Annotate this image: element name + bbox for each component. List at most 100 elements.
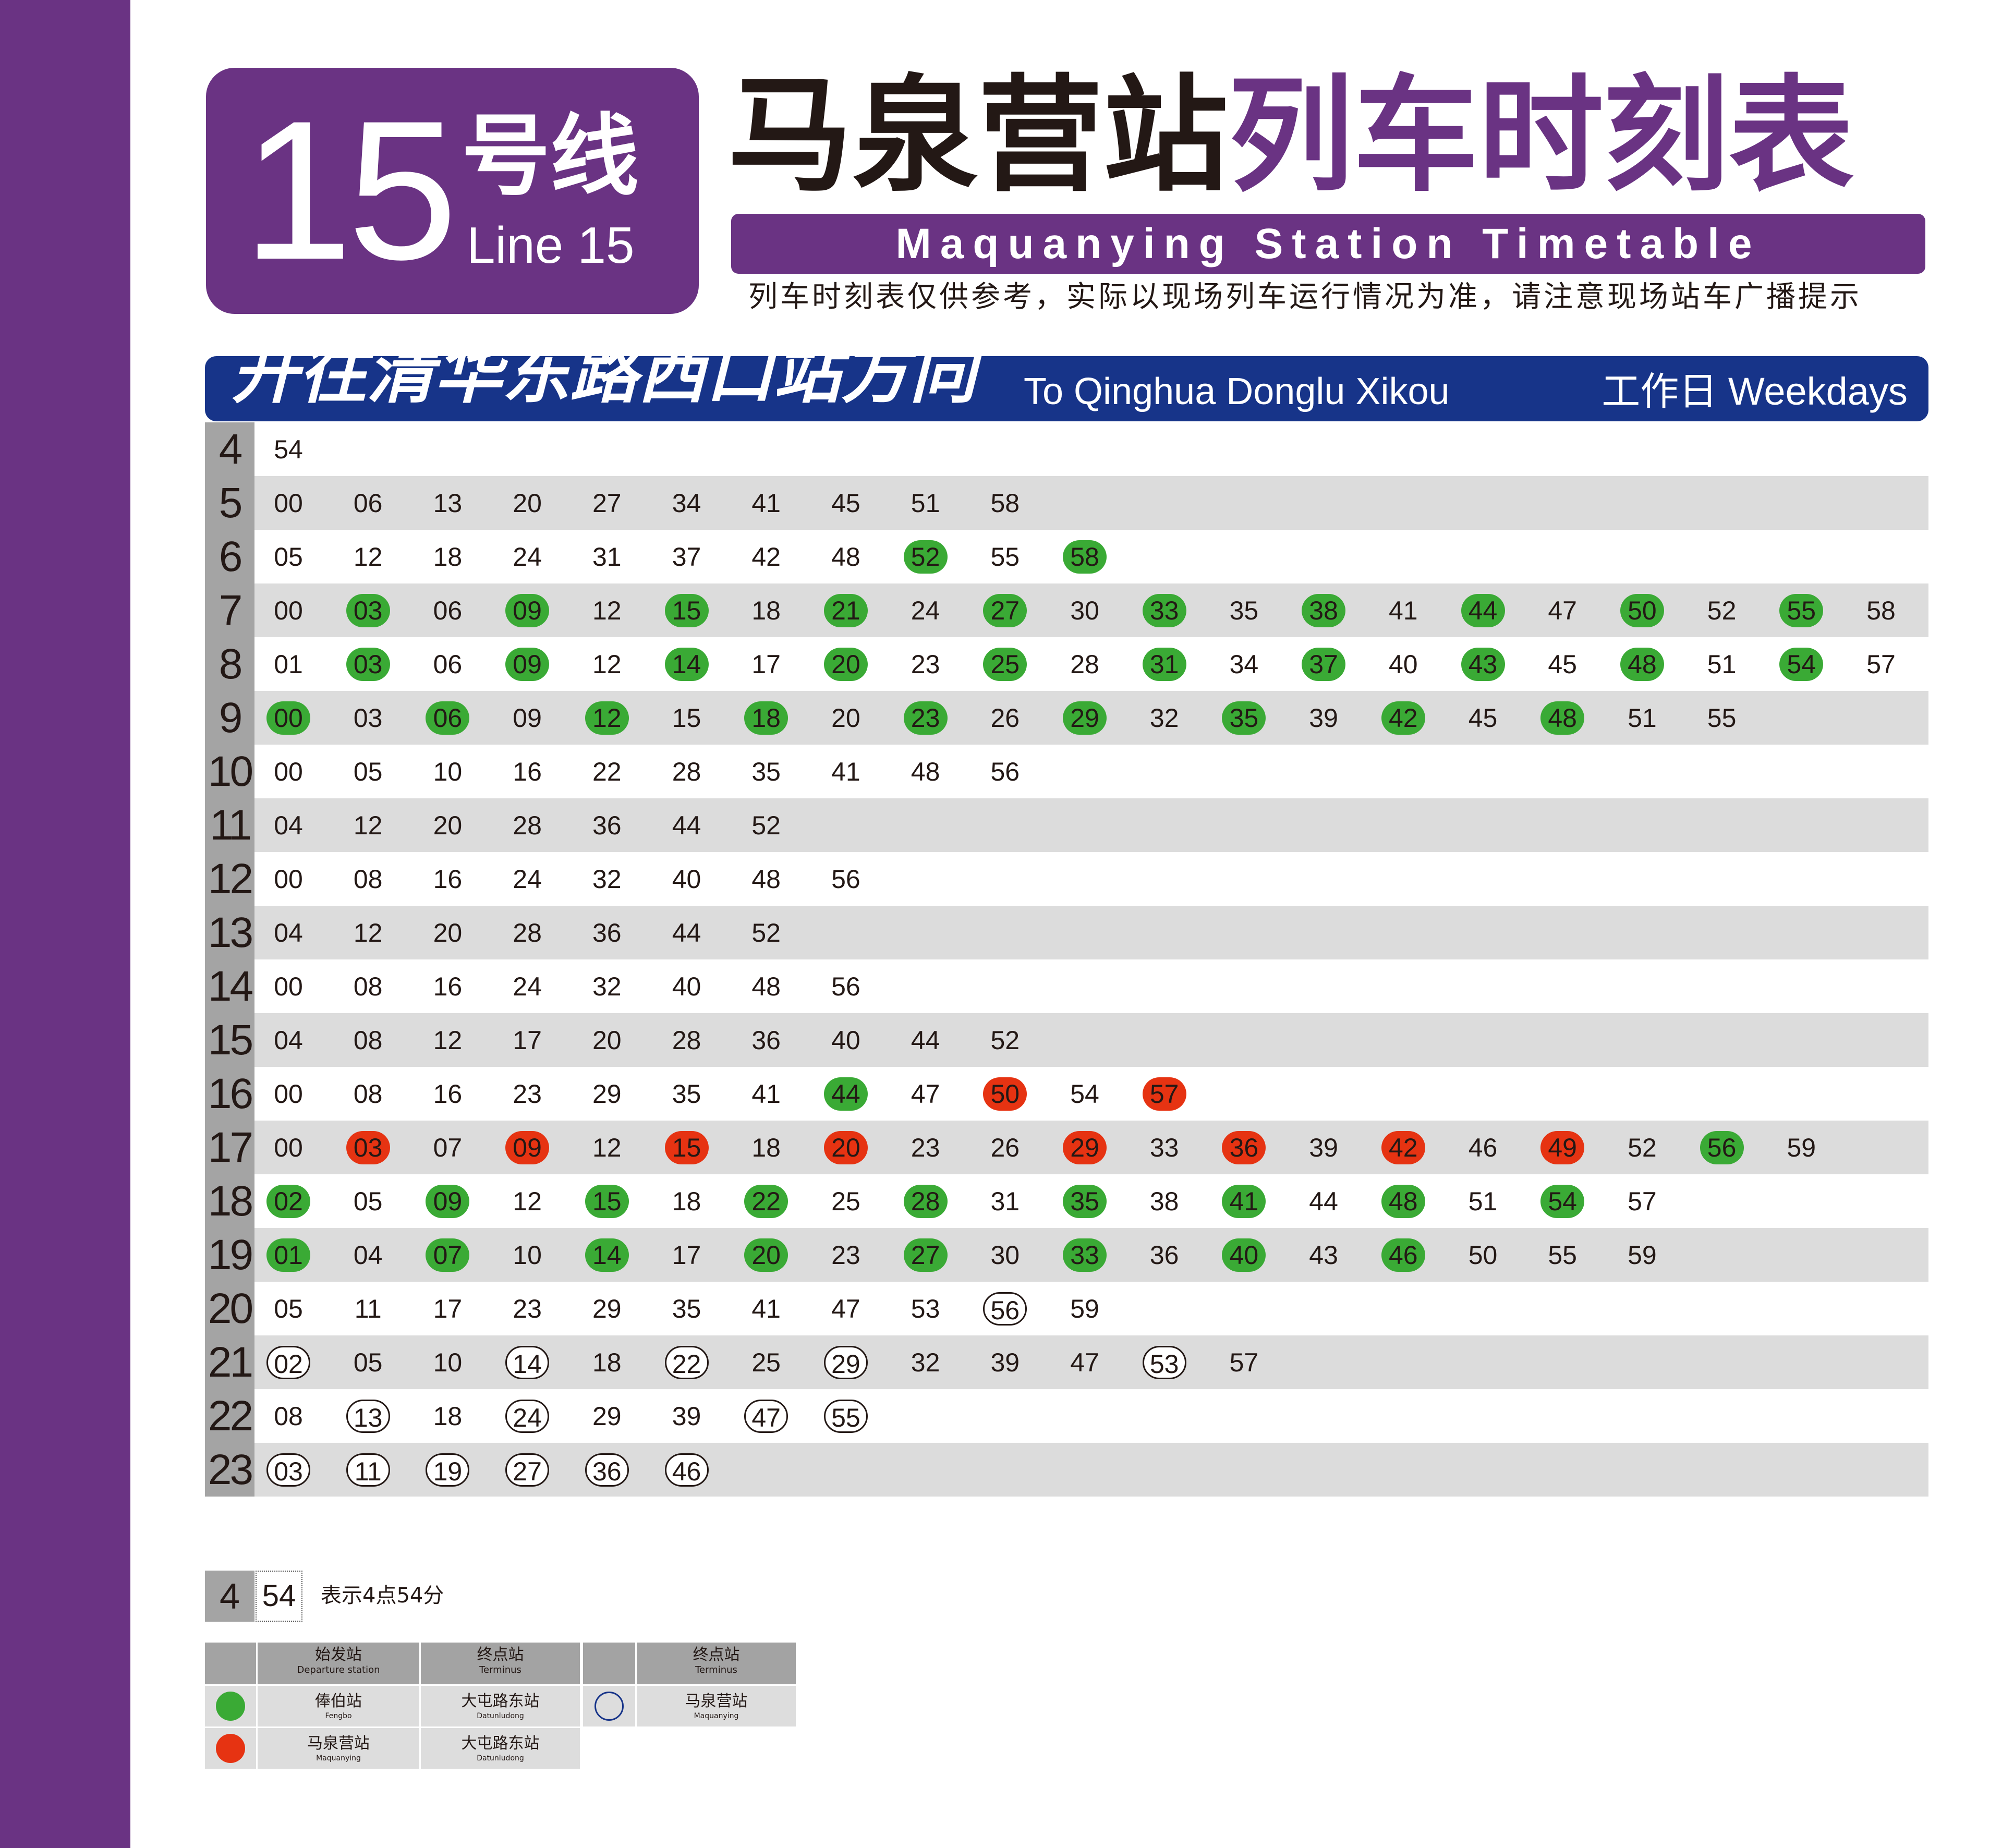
departure-minute: 29 xyxy=(1063,701,1107,735)
departure-minute: 22 xyxy=(664,1346,709,1379)
departure-minute: 44 xyxy=(672,918,701,947)
departure-minute: 57 xyxy=(1628,1187,1657,1216)
legend-circle-marker-cell xyxy=(583,1686,635,1727)
departure-minute: 12 xyxy=(592,1133,622,1162)
legend-circle-terminus: 马泉营站 Maquanying xyxy=(637,1686,796,1727)
hour-row: 18 02 05 09 12 15 18 22 25 28 31 35 38 41 44 48 51 54 57 xyxy=(205,1174,1928,1228)
departure-minute: 59 xyxy=(1628,1241,1657,1270)
departure-minute: 35 xyxy=(672,1294,701,1323)
departure-minute: 20 xyxy=(433,918,463,947)
direction-bar: 开往清华东路西口站方向 To Qinghua Donglu Xikou 工作日 … xyxy=(205,333,1928,421)
departure-minute: 03 xyxy=(353,703,383,733)
legend-circle-terminus-cn: 马泉营站 xyxy=(685,1692,748,1710)
departure-minute: 06 xyxy=(353,489,383,518)
departure-minute: 00 xyxy=(274,489,303,518)
departure-minute: 57 xyxy=(1866,650,1896,679)
hour-row: 16 00 08 16 23 29 35 41 44 47 50 54 57 xyxy=(205,1067,1928,1121)
departure-minute: 20 xyxy=(744,1238,788,1272)
departure-minute: 07 xyxy=(426,1238,470,1272)
departure-minute: 15 xyxy=(672,703,701,733)
departure-minute: 28 xyxy=(1070,650,1099,679)
departure-minute: 26 xyxy=(990,703,1020,733)
hour-row: 9 00 03 06 09 12 15 18 20 23 26 29 32 35 39 42 45 48 51 55 xyxy=(205,691,1928,745)
departure-minute: 46 xyxy=(1381,1238,1425,1272)
departure-minute: 02 xyxy=(266,1185,310,1218)
departure-minute: 18 xyxy=(744,701,788,735)
hour-label: 10 xyxy=(205,745,254,798)
departure-minute: 54 xyxy=(1540,1185,1585,1218)
departure-minute: 52 xyxy=(903,540,948,574)
departure-minute: 52 xyxy=(751,811,781,840)
departure-minute: 36 xyxy=(1222,1131,1266,1164)
departure-minute: 02 xyxy=(266,1346,310,1379)
line-number: 15 xyxy=(242,79,458,301)
departure-minute: 03 xyxy=(266,1453,310,1487)
title-suffix: 列车时刻表 xyxy=(1228,63,1854,209)
departure-minute: 17 xyxy=(751,650,781,679)
departure-minute: 23 xyxy=(911,650,940,679)
departure-minute: 08 xyxy=(353,1026,383,1055)
departure-minute: 52 xyxy=(1628,1133,1657,1162)
departure-minute: 09 xyxy=(513,703,542,733)
departure-minute: 41 xyxy=(831,757,860,786)
legend-green-marker-cell xyxy=(205,1686,256,1727)
departure-minute: 20 xyxy=(823,1131,868,1164)
hour-label: 18 xyxy=(205,1174,254,1228)
departure-minute: 53 xyxy=(1142,1346,1186,1379)
legend-header-blank xyxy=(205,1643,256,1684)
departure-minute: 25 xyxy=(831,1187,860,1216)
departure-minute: 09 xyxy=(426,1185,470,1218)
departure-minute: 23 xyxy=(911,1133,940,1162)
direction-en: To Qinghua Donglu Xikou xyxy=(1024,371,1450,412)
departure-minute: 45 xyxy=(1468,703,1498,733)
departure-minute: 10 xyxy=(433,757,463,786)
departure-minute: 34 xyxy=(672,489,701,518)
departure-minute: 12 xyxy=(353,811,383,840)
departure-minute: 09 xyxy=(505,594,550,627)
hour-row: 21 02 05 10 14 18 22 25 29 32 39 47 53 57 xyxy=(205,1335,1928,1389)
departure-minute: 53 xyxy=(911,1294,940,1323)
departure-minute: 10 xyxy=(433,1348,463,1377)
departure-minute: 03 xyxy=(346,594,390,627)
departure-minute: 48 xyxy=(1381,1185,1425,1218)
hour-row: 19 01 04 07 10 14 17 20 23 27 30 33 36 40 43 46 50 55 59 xyxy=(205,1228,1928,1282)
departure-minute: 44 xyxy=(1461,594,1505,627)
hour-row: 6 05 12 18 24 31 37 42 48 52 55 58 xyxy=(205,530,1928,583)
legend-green-departure-en: Fengbo xyxy=(325,1712,352,1720)
hour-label: 7 xyxy=(205,583,254,637)
departure-minute: 35 xyxy=(1222,701,1266,735)
departure-minute: 13 xyxy=(433,489,463,518)
departure-minute: 37 xyxy=(1302,648,1346,681)
departure-minute: 27 xyxy=(983,594,1027,627)
departure-minute: 20 xyxy=(831,703,860,733)
departure-minute: 09 xyxy=(505,648,550,681)
hour-label: 4 xyxy=(205,422,254,476)
departure-minute: 46 xyxy=(1468,1133,1498,1162)
departure-minute: 30 xyxy=(1070,596,1099,625)
departure-minute: 51 xyxy=(911,489,940,518)
departure-minute: 32 xyxy=(592,972,622,1001)
hour-label: 13 xyxy=(205,906,254,959)
departure-minute: 05 xyxy=(353,1348,383,1377)
departure-minute: 47 xyxy=(744,1400,788,1433)
departure-minute: 51 xyxy=(1707,650,1737,679)
departure-minute: 51 xyxy=(1628,703,1657,733)
departure-minute: 06 xyxy=(433,596,463,625)
departure-minute: 05 xyxy=(353,757,383,786)
notice-text: 列车时刻表仅供参考，实际以现场列车运行情况为准，请注意现场站车广播提示 xyxy=(748,280,1862,314)
departure-minute: 18 xyxy=(751,596,781,625)
departure-minute: 42 xyxy=(1381,1131,1425,1164)
hour-row: 17 00 03 07 09 12 15 18 20 23 26 29 33 36 39 42 46 49 52 56… xyxy=(205,1121,1928,1174)
departure-minute: 33 xyxy=(1063,1238,1107,1272)
legend-header-terminus: 终点站 Terminus xyxy=(421,1643,580,1684)
departure-minute: 42 xyxy=(751,542,781,572)
departure-minute: 27 xyxy=(592,489,622,518)
departure-minute: 41 xyxy=(1388,596,1418,625)
departure-minute: 12 xyxy=(585,701,629,735)
departure-minute: 40 xyxy=(1388,650,1418,679)
departure-minute: 14 xyxy=(585,1238,629,1272)
hour-label: 15 xyxy=(205,1013,254,1067)
departure-minute: 35 xyxy=(1229,596,1259,625)
hour-label: 19 xyxy=(205,1228,254,1282)
legend-red-departure-en: Maquanying xyxy=(316,1754,361,1762)
